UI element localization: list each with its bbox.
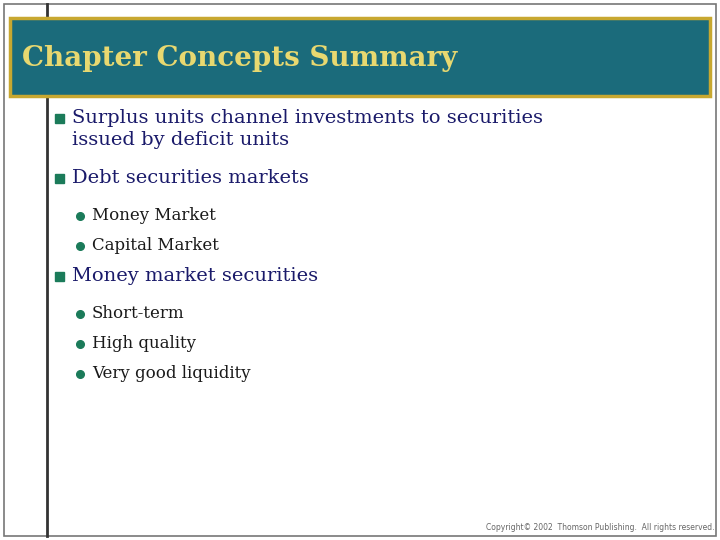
Text: Short-term: Short-term — [92, 306, 184, 322]
Bar — [10, 18, 710, 96]
Text: Capital Market: Capital Market — [92, 238, 219, 254]
Text: Chapter Concepts Summary: Chapter Concepts Summary — [22, 45, 457, 72]
Text: Money Market: Money Market — [92, 207, 216, 225]
Bar — [55, 173, 64, 183]
Bar — [55, 113, 64, 123]
Text: Surplus units channel investments to securities: Surplus units channel investments to sec… — [72, 109, 543, 127]
Text: High quality: High quality — [92, 335, 196, 353]
Text: Copyright© 2002  Thomson Publishing.  All rights reserved.: Copyright© 2002 Thomson Publishing. All … — [485, 523, 714, 532]
Text: issued by deficit units: issued by deficit units — [72, 131, 289, 149]
Text: Money market securities: Money market securities — [72, 267, 318, 285]
Text: Debt securities markets: Debt securities markets — [72, 169, 309, 187]
Bar — [55, 272, 64, 280]
Text: Very good liquidity: Very good liquidity — [92, 366, 251, 382]
